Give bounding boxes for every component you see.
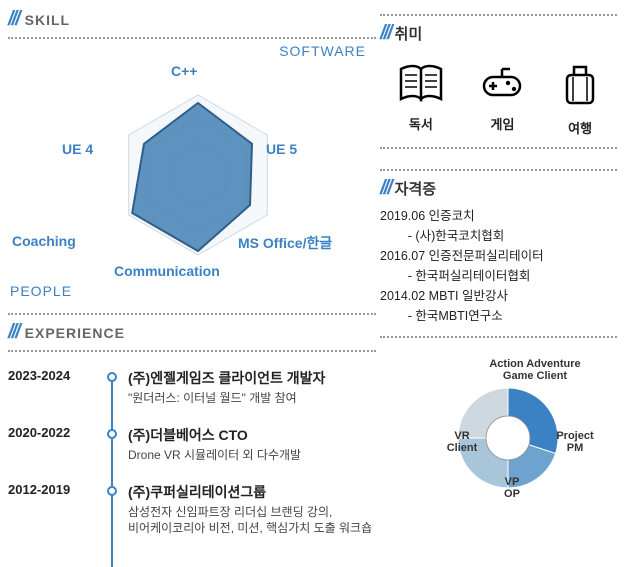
slash-decor: ///: [8, 321, 19, 344]
timeline-dot: [107, 486, 117, 496]
software-label: SOFTWARE: [279, 43, 366, 59]
exp-desc: 삼성전자 신임파트장 리더십 브랜딩 강의,비어케이코리아 비전, 미션, 핵심…: [128, 504, 376, 538]
experience-row: 2020-2022 (주)더블베어스 CTO Drone VR 시뮬레이터 외 다수…: [8, 425, 376, 464]
timeline-dot: [107, 372, 117, 382]
pie-label: VPOP: [492, 476, 532, 500]
exp-year: 2020-2022: [8, 425, 98, 464]
hobby-label: 독서: [409, 114, 433, 133]
people-label: PEOPLE: [10, 283, 72, 299]
exp-title: (주)쿠퍼실리테이션그룹: [128, 482, 376, 502]
pie-chart: Action AdventureGame Client ProjectPM VP…: [418, 358, 598, 518]
hobby-heading-text: 취미: [395, 23, 423, 44]
hobby-item: 독서: [397, 63, 445, 137]
cert-entry: 2019.06 인증코치: [380, 206, 617, 226]
book-icon: [397, 63, 445, 108]
divider: [8, 313, 376, 315]
hobby-heading: /// 취미: [380, 22, 617, 45]
divider: [8, 37, 376, 39]
pie-label: ProjectPM: [550, 430, 600, 454]
exp-title: (주)더블베어스 CTO: [128, 425, 376, 445]
cert-list: 2019.06 인증코치 - (사)한국코치협회2016.07 인증전문퍼실리테…: [380, 206, 617, 326]
exp-year: 2012-2019: [8, 482, 98, 538]
experience-row: 2012-2019 (주)쿠퍼실리테이션그룹삼성전자 신임파트장 리더십 브랜딩 …: [8, 482, 376, 538]
cert-issuer: - (사)한국코치협회: [380, 226, 617, 246]
axis-label: C++: [171, 63, 197, 79]
exp-title: (주)엔젤게임즈 클라이언트 개발자: [128, 368, 376, 388]
skill-heading-text: SKILL: [25, 12, 70, 28]
cert-heading: /// 자격증: [380, 177, 617, 200]
axis-label: UE 4: [62, 141, 93, 157]
experience-list: 2023-2024 (주)엔젤게임즈 클라이언트 개발자 "원더러스: 이터널 월드…: [8, 368, 376, 537]
cert-issuer: - 한국MBTI연구소: [380, 306, 617, 326]
hobby-item: 여행: [560, 63, 600, 137]
slash-decor: ///: [380, 177, 391, 200]
pie-label: VRClient: [442, 430, 482, 454]
axis-label: Communication: [114, 263, 220, 279]
suitcase-icon: [560, 63, 600, 112]
divider: [380, 147, 617, 149]
cert-entry: 2016.07 인증전문퍼실리테이터: [380, 246, 617, 266]
axis-label: UE 5: [266, 141, 297, 157]
cert-issuer: - 한국퍼실리테이터협회: [380, 266, 617, 286]
cert-heading-text: 자격증: [395, 178, 436, 199]
experience-heading-text: EXPERIENCE: [25, 325, 125, 341]
cert-entry: 2014.02 MBTI 일반강사: [380, 286, 617, 306]
hobby-label: 게임: [491, 114, 515, 133]
divider: [8, 350, 376, 352]
timeline-dot: [107, 429, 117, 439]
axis-label: MS Office/한글: [238, 233, 332, 253]
exp-year: 2023-2024: [8, 368, 98, 407]
exp-desc: Drone VR 시뮬레이터 외 다수개발: [128, 447, 376, 464]
experience-row: 2023-2024 (주)엔젤게임즈 클라이언트 개발자 "원더러스: 이터널 월드…: [8, 368, 376, 407]
skill-chart: SOFTWARE PEOPLE C++ UE 5 MS Office/한글 Co…: [8, 45, 376, 295]
axis-label: Coaching: [12, 233, 76, 249]
hobby-label: 여행: [568, 118, 592, 137]
divider: [380, 336, 617, 338]
divider: [380, 14, 617, 16]
pie-label: Action AdventureGame Client: [480, 358, 590, 382]
exp-desc: "원더러스: 이터널 월드" 개발 참여: [128, 390, 376, 407]
hobby-row: 독서 게임 여행: [380, 63, 617, 137]
experience-heading: /// EXPERIENCE: [8, 321, 376, 344]
hobby-item: 게임: [478, 63, 526, 137]
gamepad-icon: [478, 63, 526, 108]
skill-heading: /// SKILL: [8, 8, 376, 31]
slash-decor: ///: [380, 22, 391, 45]
divider: [380, 169, 617, 171]
slash-decor: ///: [8, 8, 19, 31]
